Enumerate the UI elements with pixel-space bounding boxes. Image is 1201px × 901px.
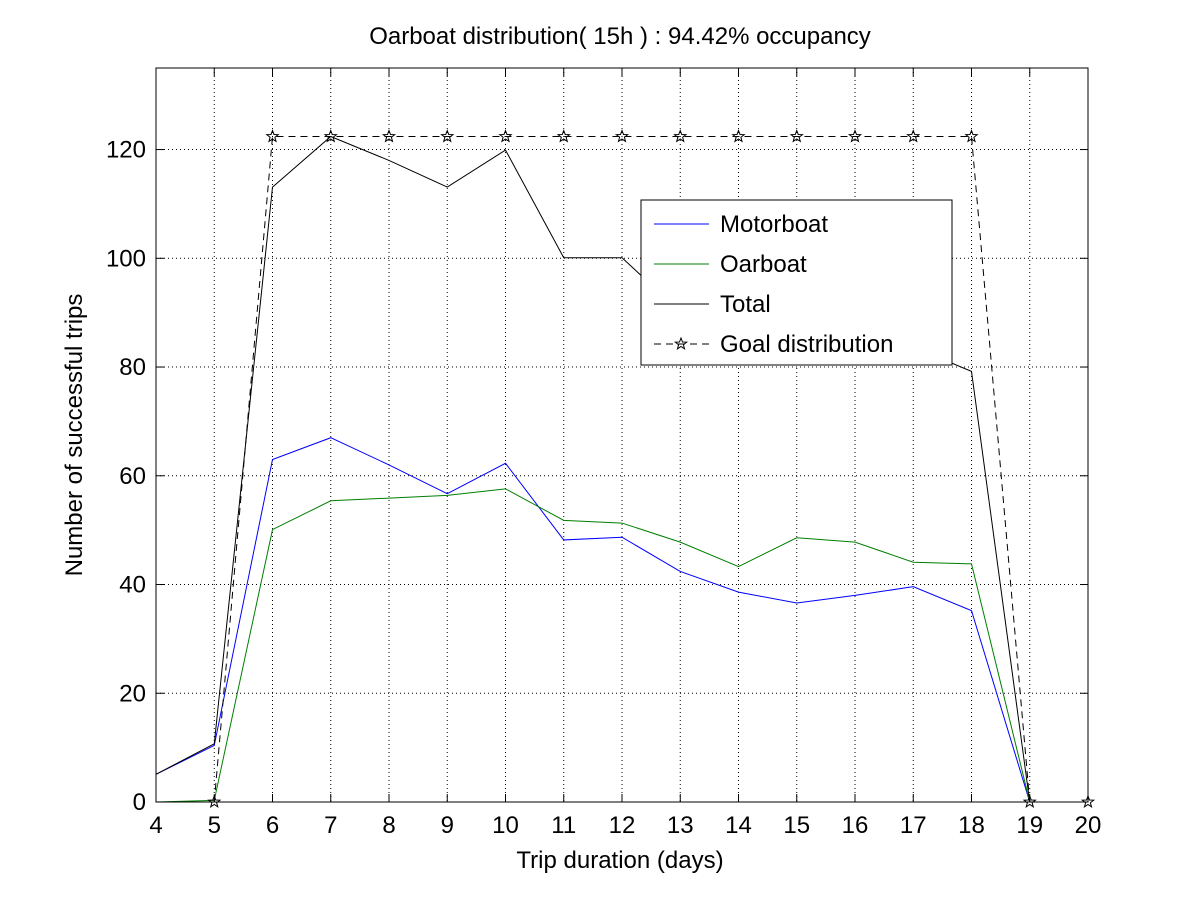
x-tick-label: 7 <box>324 812 337 839</box>
x-tick-label: 12 <box>609 812 636 839</box>
data-point-goal-distribution <box>789 129 804 143</box>
series-line-motorboat <box>155 437 1031 803</box>
y-tick-label: 40 <box>119 572 146 599</box>
legend-box <box>640 199 953 366</box>
series-line-oarboat <box>155 488 1031 803</box>
legend: Motorboat Oarboat Total Goal distribution <box>640 199 953 366</box>
y-tick-label: 20 <box>119 680 146 707</box>
chart-title: Oarboat distribution( 15h ) : 94.42% occ… <box>369 23 871 50</box>
data-point-goal-distribution <box>964 129 979 143</box>
data-point-goal-distribution <box>498 129 513 143</box>
data-point-goal-distribution <box>207 794 222 809</box>
data-point-goal-distribution <box>906 129 921 143</box>
data-point-goal-distribution <box>440 129 455 143</box>
data-point-goal-distribution <box>1022 794 1037 809</box>
data-point-goal-distribution <box>614 129 630 143</box>
x-axis-label: Trip duration (days) <box>516 847 723 874</box>
x-tick-label: 19 <box>1016 812 1043 839</box>
x-tick-label: 4 <box>149 812 162 839</box>
x-tick-label: 5 <box>208 812 221 839</box>
axis-ticks: 4 5 6 7 8 9 10 11 12 13 14 15 16 17 18 19 20 0 20 40 60 80 100… <box>106 68 1101 839</box>
x-tick-label: 13 <box>667 812 694 839</box>
x-tick-label: 14 <box>725 812 752 839</box>
y-tick-label: 120 <box>106 137 146 164</box>
x-tick-label: 15 <box>783 812 810 839</box>
legend-label-goal-distribution: Goal distribution <box>720 331 893 358</box>
data-point-goal-distribution <box>556 129 571 143</box>
x-tick-label: 20 <box>1075 812 1102 839</box>
y-tick-label: 80 <box>119 354 146 381</box>
data-point-goal-distribution <box>1080 794 1096 809</box>
x-tick-label: 6 <box>266 812 279 839</box>
data-point-goal-distribution <box>731 129 746 143</box>
plot-area <box>156 68 1088 802</box>
series-line-goal-distribution <box>213 136 1088 803</box>
data-point-goal-distribution <box>673 129 688 143</box>
x-tick-label: 17 <box>900 812 927 839</box>
legend-marker-goal-distribution <box>673 336 689 351</box>
legend-label-motorboat: Motorboat <box>720 211 828 238</box>
data-point-goal-distribution <box>381 129 397 143</box>
x-tick-label: 16 <box>842 812 869 839</box>
y-axis-label: Number of successful trips <box>61 294 88 577</box>
data-point-goal-distribution <box>323 129 338 143</box>
data-point-goal-distribution <box>847 129 863 143</box>
data-point-goal-distribution <box>265 129 280 143</box>
x-tick-label: 9 <box>441 812 454 839</box>
y-tick-label: 100 <box>106 245 146 272</box>
x-tick-label: 11 <box>551 812 576 839</box>
x-tick-label: 8 <box>382 812 395 839</box>
legend-label-total: Total <box>720 291 771 318</box>
legend-label-oarboat: Oarboat <box>720 251 807 278</box>
x-tick-label: 10 <box>492 812 519 839</box>
y-tick-label: 60 <box>119 463 146 490</box>
x-tick-label: 18 <box>958 812 985 839</box>
y-tick-label: 0 <box>133 789 146 816</box>
